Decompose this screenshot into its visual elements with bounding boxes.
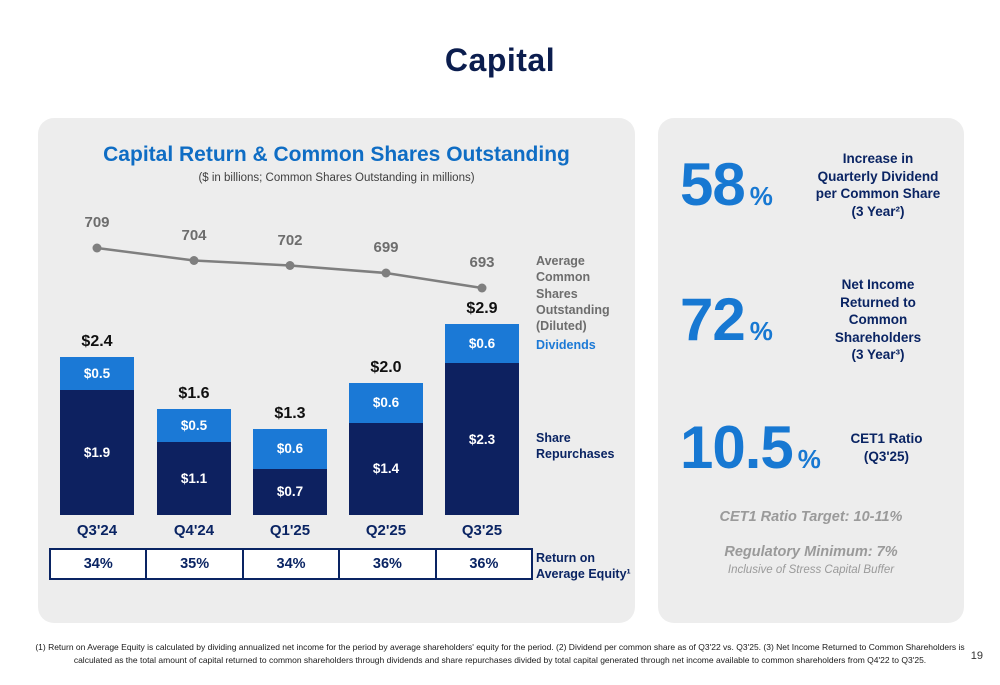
stat-value: 58% bbox=[680, 155, 773, 215]
chart-subtitle: ($ in billions; Common Shares Outstandin… bbox=[198, 172, 475, 184]
x-axis-label: Q2'25 bbox=[365, 522, 407, 539]
percent-sign: % bbox=[749, 181, 773, 212]
roe-cell: 35% bbox=[145, 550, 241, 578]
percent-sign: % bbox=[797, 444, 821, 474]
share-repurchases-segment: $1.9 bbox=[60, 389, 134, 515]
dividends-segment: $0.6 bbox=[253, 429, 327, 469]
share-repurchases-legend-label: Share Repurchases bbox=[536, 431, 615, 462]
roe-cell: 36% bbox=[434, 550, 531, 578]
line-point bbox=[189, 256, 199, 265]
roe-label: Return on Average Equity¹ bbox=[536, 551, 631, 582]
line-point-value: 702 bbox=[277, 231, 303, 249]
shares-outstanding-label: Average Common Shares Outstanding (Dilut… bbox=[536, 254, 610, 333]
share-repurchases-segment: $2.3 bbox=[445, 363, 519, 515]
stat-value: 10.5% bbox=[680, 418, 821, 478]
chart-title: Capital Return & Common Shares Outstandi… bbox=[103, 143, 570, 166]
dividends-segment: $0.6 bbox=[445, 323, 519, 364]
roe-cell: 36% bbox=[338, 550, 434, 578]
stat-number: 10.5 bbox=[680, 414, 794, 481]
line-point-value: 704 bbox=[181, 226, 207, 244]
line-point-value: 699 bbox=[373, 239, 399, 256]
dividends-segment: $0.5 bbox=[157, 409, 231, 443]
roe-table: 34% 35% 34% 36% 36% bbox=[49, 548, 533, 580]
line-point-value: 709 bbox=[84, 214, 110, 231]
roe-cell: 34% bbox=[83, 556, 113, 572]
slide-title: Capital bbox=[444, 42, 556, 78]
line-point bbox=[477, 283, 487, 293]
highlights-panel: 58% Increase in Quarterly Dividend per C… bbox=[658, 118, 964, 623]
x-axis-label: Q3'25 bbox=[461, 522, 503, 539]
stat-description: Increase in Quarterly Dividend per Commo… bbox=[815, 151, 941, 219]
stat-net-income-returned: 72% Net Income Returned to Common Shareh… bbox=[680, 276, 952, 364]
page-number: 19 bbox=[970, 650, 983, 662]
x-axis-label: Q4'24 bbox=[173, 522, 215, 539]
bar-total: $2.9 bbox=[466, 299, 498, 317]
roe-cell: 34% bbox=[241, 550, 338, 578]
x-axis-label: Q1'25 bbox=[269, 522, 311, 539]
dividends-segment: $0.5 bbox=[60, 356, 134, 390]
capital-return-panel: Capital Return & Common Shares Outstandi… bbox=[38, 118, 635, 623]
stat-cet1-ratio: 10.5% CET1 Ratio (Q3'25) bbox=[680, 418, 952, 478]
dividends-segment: $0.6 bbox=[349, 383, 423, 423]
share-repurchases-segment: $1.4 bbox=[349, 422, 423, 515]
line-point-value: 693 bbox=[469, 254, 495, 271]
dividends-legend-label: Dividends bbox=[536, 338, 596, 352]
line-point bbox=[92, 243, 102, 253]
regulatory-minimum-note: Regulatory Minimum: 7% bbox=[724, 544, 898, 560]
stat-value: 72% bbox=[680, 289, 773, 350]
line-point bbox=[285, 261, 295, 270]
share-repurchases-segment: $0.7 bbox=[253, 468, 327, 515]
stat-number: 58 bbox=[680, 151, 746, 219]
bar-total: $2.0 bbox=[370, 359, 402, 376]
bar-total: $1.3 bbox=[274, 405, 306, 423]
share-repurchases-segment: $1.1 bbox=[157, 442, 231, 515]
stat-dividend-increase: 58% Increase in Quarterly Dividend per C… bbox=[680, 150, 952, 220]
bar-total: $1.6 bbox=[178, 385, 210, 403]
x-axis-label: Q3'24 bbox=[76, 522, 118, 539]
stat-number: 72 bbox=[680, 285, 746, 353]
capital-return-chart: 709 704 702 699 693 $1.9 $0.5 $2.4 Q3'24 $1.1 $0.5… bbox=[38, 118, 635, 623]
cet1-target-note: CET1 Ratio Target: 10-11% bbox=[719, 509, 903, 525]
bar-total: $2.4 bbox=[81, 332, 113, 350]
line-point bbox=[381, 268, 391, 278]
stat-description: Net Income Returned to Common Shareholde… bbox=[834, 277, 922, 363]
stat-description: CET1 Ratio (Q3'25) bbox=[850, 431, 923, 464]
stress-buffer-note: Inclusive of Stress Capital Buffer bbox=[727, 564, 895, 576]
footnote: (1) Return on Average Equity is calculat… bbox=[35, 642, 965, 666]
percent-sign: % bbox=[749, 315, 773, 346]
